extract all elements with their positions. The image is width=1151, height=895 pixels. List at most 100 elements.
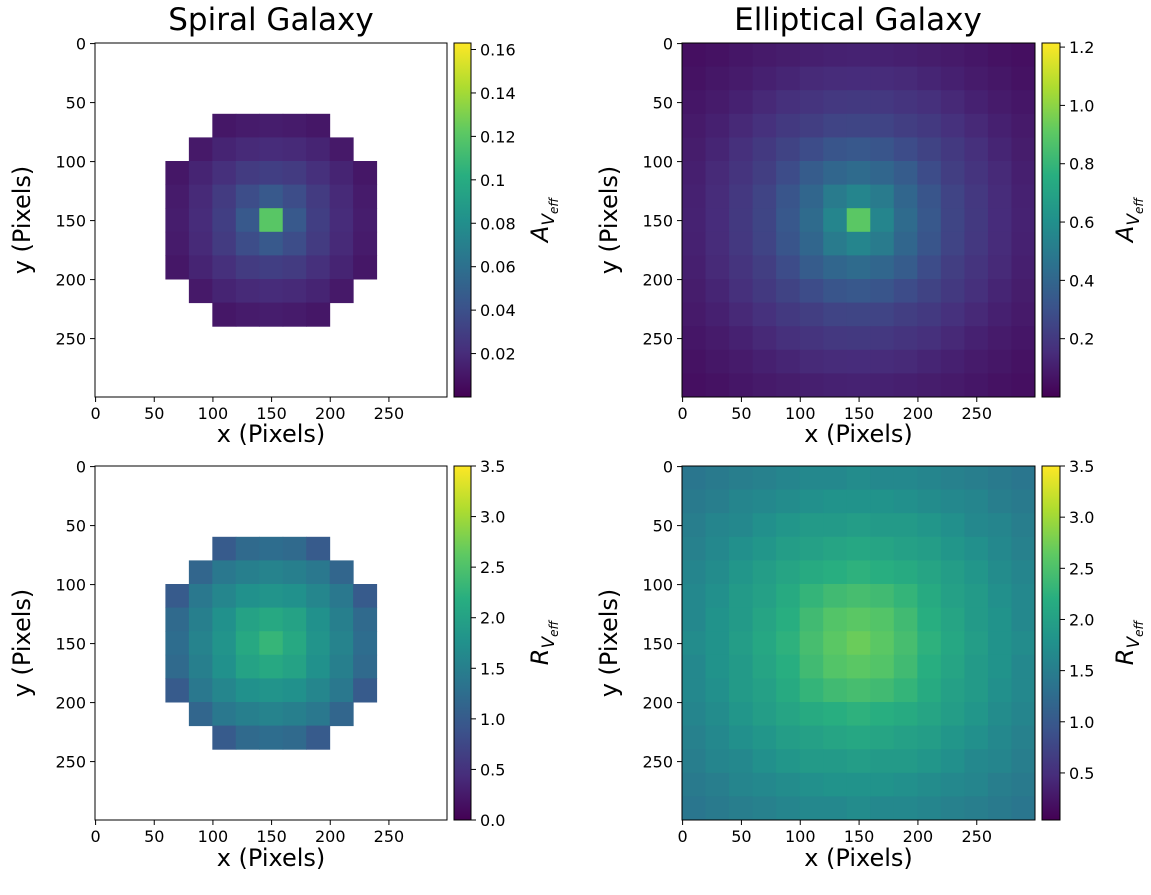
subplot-title: Elliptical Galaxy — [734, 2, 982, 38]
heatmap-cell — [705, 161, 730, 186]
heatmap-cell — [823, 654, 848, 679]
heatmap-cell — [846, 137, 871, 162]
heatmap-cell — [893, 326, 918, 351]
heatmap-cell — [799, 489, 824, 514]
heatmap-cell — [987, 513, 1012, 538]
heatmap-cell — [940, 137, 965, 162]
heatmap-cell — [987, 584, 1012, 609]
heatmap-cell — [329, 208, 354, 233]
colorbar-label-sub: V — [1124, 636, 1144, 649]
heatmap-cell — [705, 255, 730, 280]
heatmap-cell — [846, 536, 871, 561]
heatmap-cell — [1011, 66, 1036, 91]
heatmap-cell — [752, 43, 777, 68]
heatmap-cell — [799, 373, 824, 398]
heatmap-cell — [682, 772, 707, 797]
heatmap-cell — [870, 90, 895, 115]
heatmap-cell — [165, 231, 190, 256]
heatmap-cell — [940, 113, 965, 138]
heatmap-cell — [259, 631, 284, 656]
heatmap-cell — [917, 302, 942, 327]
colorbar-label-main: A — [1111, 226, 1139, 244]
heatmap-cell — [353, 631, 378, 656]
heatmap-cell — [987, 607, 1012, 632]
heatmap-cell — [870, 137, 895, 162]
heatmap-cell — [987, 772, 1012, 797]
heatmap-cell — [682, 560, 707, 585]
heatmap-cell — [870, 654, 895, 679]
heatmap-cell — [329, 607, 354, 632]
heatmap-cell — [776, 184, 801, 209]
heatmap-cell — [987, 796, 1012, 821]
heatmap-cell — [752, 560, 777, 585]
heatmap-cell — [1011, 772, 1036, 797]
heatmap-cell — [893, 184, 918, 209]
x-tick-label: 250 — [374, 827, 405, 846]
heatmap-cell — [682, 584, 707, 609]
colorbar-tick-label: 0.02 — [480, 345, 516, 364]
heatmap-cell — [823, 349, 848, 374]
heatmap-cell — [987, 749, 1012, 774]
heatmap-cell — [799, 607, 824, 632]
heatmap-cell — [282, 725, 307, 750]
heatmap-cell — [964, 302, 989, 327]
heatmap-cell — [259, 184, 284, 209]
colorbar-tick-label: 3.0 — [1069, 508, 1094, 527]
heatmap-cell — [1011, 654, 1036, 679]
heatmap-cell — [306, 607, 331, 632]
heatmap-cell — [212, 255, 237, 280]
y-tick-label: 200 — [642, 271, 673, 290]
heatmap-cell — [893, 466, 918, 491]
heatmap-cell — [823, 560, 848, 585]
heatmap-cell — [705, 113, 730, 138]
colorbar — [453, 465, 472, 821]
colorbar-label-sub: V — [539, 636, 559, 649]
heatmap-cell — [235, 279, 260, 304]
heatmap-cell — [823, 255, 848, 280]
heatmap-cell — [823, 66, 848, 91]
heatmap-cell — [987, 725, 1012, 750]
y-tick-label: 50 — [653, 94, 673, 113]
heatmap-cell — [940, 279, 965, 304]
heatmap-cell — [705, 607, 730, 632]
heatmap-cell — [235, 113, 260, 138]
heatmap-cell — [729, 208, 754, 233]
heatmap-cell — [705, 796, 730, 821]
colorbar-label: AVeff — [1111, 197, 1146, 244]
heatmap-cell — [752, 489, 777, 514]
heatmap-cell — [776, 631, 801, 656]
heatmap-cell — [1011, 43, 1036, 68]
heatmap-cell — [188, 231, 213, 256]
heatmap-cell — [870, 678, 895, 703]
heatmap-cell — [846, 231, 871, 256]
heatmap-cell — [846, 725, 871, 750]
colorbar-tick-label: 0.5 — [480, 760, 505, 779]
heatmap-cell — [705, 349, 730, 374]
heatmap-cell — [823, 373, 848, 398]
heatmap-cell — [682, 90, 707, 115]
heatmap-cell — [776, 113, 801, 138]
heatmap-cell — [682, 489, 707, 514]
heatmap-cell — [682, 231, 707, 256]
heatmap-cell — [329, 631, 354, 656]
y-tick-label: 0 — [663, 458, 673, 477]
heatmap-cell — [799, 279, 824, 304]
heatmap-cell — [964, 349, 989, 374]
heatmap-cell — [306, 725, 331, 750]
heatmap-cell — [353, 255, 378, 280]
heatmap-cell — [1011, 796, 1036, 821]
heatmap-cell — [1011, 702, 1036, 727]
heatmap-cell — [752, 725, 777, 750]
heatmap-cell — [823, 513, 848, 538]
heatmap-cell — [823, 607, 848, 632]
heatmap-cell — [799, 796, 824, 821]
heatmap-cell — [964, 749, 989, 774]
heatmap-cell — [752, 373, 777, 398]
heatmap-cell — [940, 678, 965, 703]
heatmap-cell — [776, 279, 801, 304]
heatmap-cell — [893, 279, 918, 304]
heatmap-cell — [682, 749, 707, 774]
heatmap-cell — [282, 654, 307, 679]
heatmap-cell — [776, 489, 801, 514]
heatmap-cell — [940, 584, 965, 609]
